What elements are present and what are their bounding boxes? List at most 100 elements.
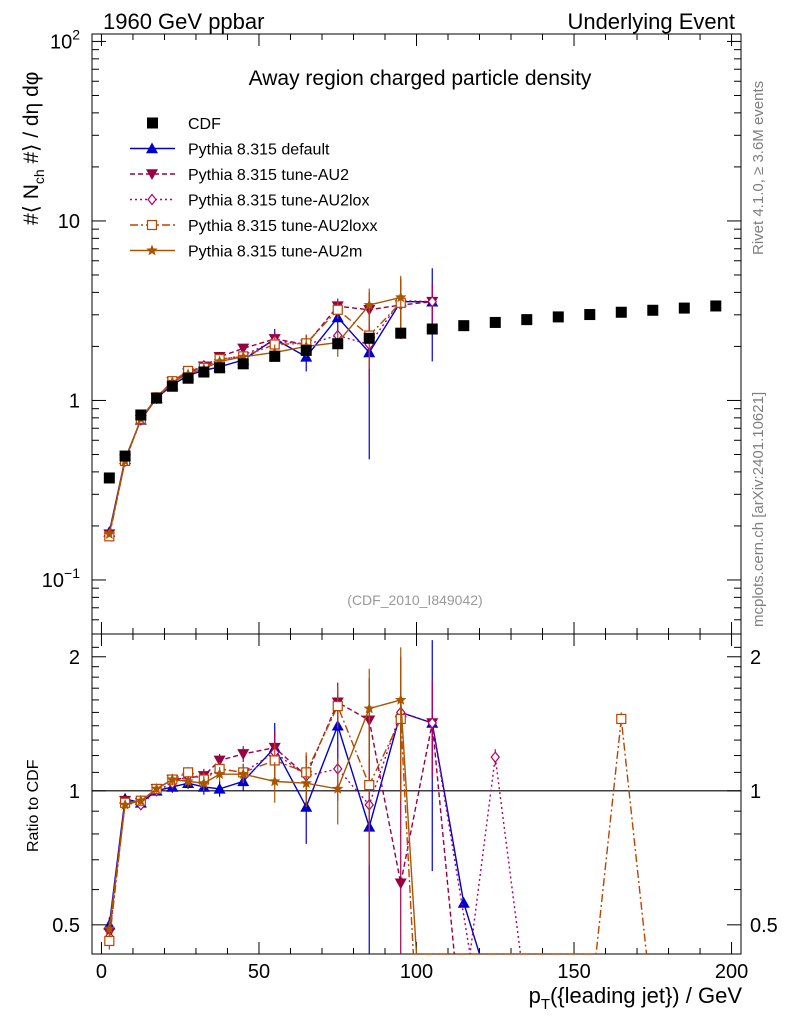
cdf-data-point bbox=[521, 314, 533, 326]
cdf-data-point bbox=[198, 366, 210, 378]
side-label-top: Rivet 4.1.0, ≥ 3.6M events bbox=[750, 81, 767, 255]
ratio-point bbox=[332, 700, 343, 712]
cdf-data-point bbox=[182, 372, 194, 384]
ratio-point bbox=[104, 935, 115, 947]
series-point bbox=[237, 343, 250, 355]
plot-title: Away region charged particle density bbox=[249, 67, 592, 90]
ratio-point bbox=[182, 775, 194, 787]
ratio-point bbox=[237, 749, 250, 760]
legend-label: Pythia 8.315 tune-AU2m bbox=[188, 244, 362, 261]
series-0 bbox=[103, 268, 481, 955]
cdf-data-point bbox=[615, 306, 627, 318]
cdf-data-point bbox=[237, 358, 249, 370]
y-tick-base: 10 bbox=[42, 570, 64, 592]
ratio-point bbox=[457, 896, 470, 908]
x-tick-label: 100 bbox=[400, 961, 433, 983]
ratio-point bbox=[394, 878, 407, 890]
ratio-line bbox=[108, 704, 648, 955]
ratio-point bbox=[135, 794, 147, 806]
x-tick-label: 50 bbox=[248, 961, 270, 983]
ratio-tick-label: 2 bbox=[69, 647, 80, 669]
header-right: Underlying Event bbox=[567, 9, 735, 34]
cdf-data-point bbox=[300, 344, 312, 356]
ratio-point bbox=[490, 751, 501, 764]
series-point bbox=[103, 528, 116, 539]
ratio-point bbox=[198, 777, 210, 789]
series-line bbox=[108, 296, 401, 535]
watermark: (CDF_2010_I849042) bbox=[347, 592, 482, 608]
series-point bbox=[332, 304, 343, 315]
y-tick-exp: 2 bbox=[72, 26, 80, 42]
legend-marker-cdf bbox=[147, 117, 158, 129]
cdf-data-point bbox=[584, 309, 596, 321]
legend-label-cdf: CDF bbox=[188, 116, 221, 133]
y-tick-label: 10−1 bbox=[42, 565, 80, 592]
legend-marker bbox=[146, 219, 158, 231]
cdf-data-point bbox=[426, 323, 438, 335]
ratio-tick-label-right: 2 bbox=[750, 647, 761, 669]
ratio-tick-label: 0.5 bbox=[52, 915, 80, 937]
ratio-point bbox=[119, 798, 131, 810]
cdf-data-point bbox=[151, 392, 163, 404]
ratio-tick-label-right: 0.5 bbox=[750, 915, 778, 937]
ratio-point bbox=[213, 782, 226, 794]
y-axis-label-main: #⟨ N bbox=[20, 184, 43, 225]
y-axis-label-rest: #⟩ / dη dφ bbox=[20, 72, 43, 170]
cdf-data-point bbox=[458, 320, 470, 332]
series-1 bbox=[103, 281, 456, 955]
ratio-point bbox=[269, 775, 281, 787]
series-point bbox=[395, 291, 407, 303]
legend-label: Pythia 8.315 tune-AU2loxx bbox=[188, 218, 377, 235]
ratio-point bbox=[364, 779, 375, 791]
x-axis-label-rest: ({leading jet}) / GeV bbox=[550, 983, 742, 1008]
cdf-data-point bbox=[166, 380, 178, 392]
y-tick-label: 1 bbox=[69, 390, 80, 412]
ratio-point bbox=[103, 922, 116, 934]
x-axis-label: pT({leading jet}) / GeV bbox=[529, 983, 743, 1013]
cdf-data-layer bbox=[103, 300, 722, 484]
y-tick-exp: −1 bbox=[64, 565, 80, 581]
y-tick-base: 10 bbox=[58, 211, 80, 233]
y-tick-base: 1 bbox=[69, 390, 80, 412]
ratio-point bbox=[616, 713, 627, 725]
cdf-data-point bbox=[552, 311, 564, 323]
series-layer bbox=[103, 268, 648, 955]
legend-label: Pythia 8.315 tune-AU2 bbox=[188, 167, 349, 184]
x-axis-label-sub: T bbox=[541, 996, 550, 1013]
ratio-plot-frame bbox=[91, 633, 742, 955]
ratio-point bbox=[332, 782, 344, 794]
series-point bbox=[237, 350, 249, 362]
cdf-data-point bbox=[135, 409, 147, 421]
ratio-point bbox=[300, 777, 312, 789]
legend-label: Pythia 8.315 tune-AU2lox bbox=[188, 193, 369, 210]
ratio-point bbox=[395, 693, 407, 705]
ratio-tick-label-right: 1 bbox=[750, 781, 761, 803]
ratio-point bbox=[150, 782, 163, 794]
legend-marker bbox=[146, 169, 158, 180]
side-label-bottom: mcplots.cern.ch [arXiv:2401.10621] bbox=[750, 392, 767, 627]
x-tick-label: 200 bbox=[715, 961, 748, 983]
cdf-data-point bbox=[269, 350, 281, 362]
ratio-line bbox=[108, 711, 481, 955]
cdf-data-point bbox=[710, 300, 722, 312]
series-line bbox=[108, 302, 402, 537]
cdf-data-point bbox=[489, 316, 501, 328]
legend-marker bbox=[146, 244, 158, 256]
x-axis-label-main: p bbox=[529, 983, 541, 1008]
y-tick-label: 10 bbox=[58, 211, 80, 233]
cdf-data-point bbox=[678, 302, 690, 314]
legend: CDF Pythia 8.315 default Pythia 8.315 tune… bbox=[130, 116, 377, 261]
y-tick-base: 10 bbox=[50, 31, 72, 53]
ratio-point bbox=[213, 755, 226, 767]
ratio-tick-label: 1 bbox=[69, 781, 80, 803]
legend-label: Pythia 8.315 default bbox=[188, 142, 330, 159]
x-tick-label: 0 bbox=[96, 961, 107, 983]
ratio-point bbox=[363, 702, 375, 714]
ratio-point bbox=[427, 717, 438, 729]
x-tick-label: 150 bbox=[557, 961, 590, 983]
ratio-point bbox=[213, 768, 226, 779]
legend-marker bbox=[146, 142, 158, 154]
y-tick-label: 102 bbox=[50, 26, 80, 53]
